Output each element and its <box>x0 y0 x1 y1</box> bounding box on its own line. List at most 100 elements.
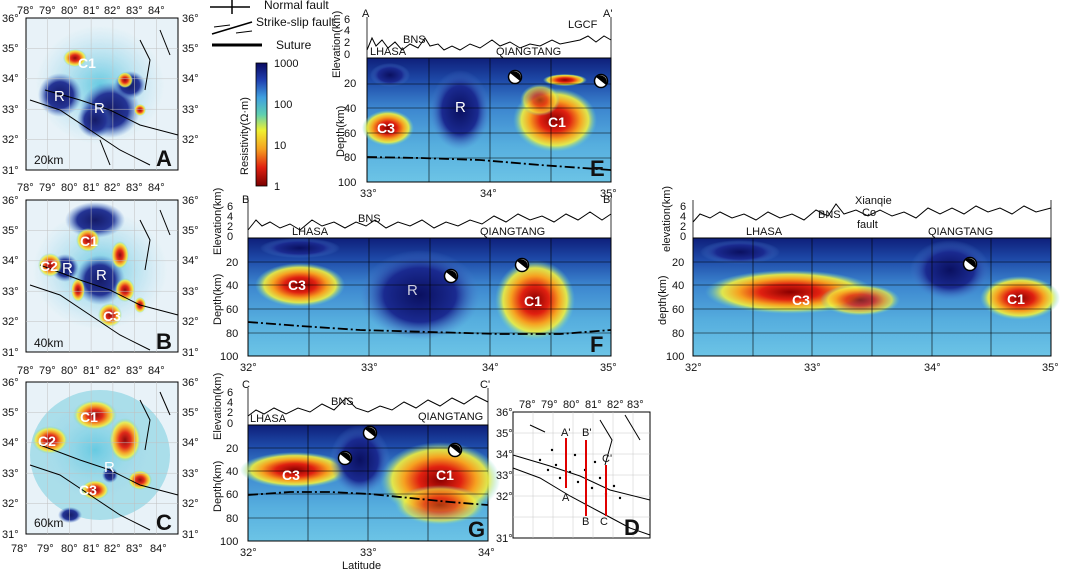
inset-lat-ticks: 36° 35° 34° 33° 32° 31° <box>496 407 513 545</box>
map-b-lat-ticks: 36° 35° 34° 33° 32° 31° 36° 35° 34° 33° … <box>2 195 199 359</box>
map-c-lat-35-right: 35° <box>182 407 199 419</box>
section-e-end: A' <box>603 8 612 20</box>
section-f-elev-0: 0 <box>227 231 233 243</box>
section-f-depth-40: 40 <box>226 280 238 292</box>
map-a: C1 R R 20km A <box>25 17 179 171</box>
map-c-lon-82-top: 82° <box>104 365 121 377</box>
section-e-depth-label: Depth(km) <box>335 106 347 157</box>
inset-profile-c-start: C' <box>602 453 612 465</box>
section-g-depth-100: 100 <box>220 536 238 548</box>
inset-lon-81: 81° <box>585 399 602 411</box>
section-f-depth-label: Depth(km) <box>212 274 224 325</box>
section-g-panel-label: G <box>468 517 485 542</box>
map-a-lon-80: 80° <box>61 5 78 17</box>
section-f-elev-4: 4 <box>227 211 233 223</box>
section-f-terrane-qiangtang: QIANGTANG <box>480 226 545 238</box>
section-g-terrane-lhasa: LHASA <box>250 413 287 425</box>
section-f-end: B' <box>603 194 612 206</box>
section-e-depth-40: 40 <box>344 103 356 115</box>
section-f-anomaly-r: R <box>407 282 418 299</box>
section-h-depth-100: 100 <box>666 351 684 363</box>
section-f-depth-60: 60 <box>226 304 238 316</box>
map-b-lat-36-left: 36° <box>2 195 19 207</box>
map-c-lon-83-top: 83° <box>126 365 143 377</box>
map-b-lon-79: 79° <box>39 182 56 194</box>
beach-ball-icon <box>593 73 609 89</box>
section-h-depth-label: depth(km) <box>657 275 669 325</box>
section-h-elev-6: 6 <box>680 201 686 213</box>
section-e-start: A <box>362 8 370 20</box>
map-b-lat-31-right: 31° <box>182 347 199 359</box>
section-g-depth-40: 40 <box>226 466 238 478</box>
colorbar: 1000 100 10 1 Resistivity(Ω·m) <box>239 58 298 193</box>
map-b-lat-35-left: 35° <box>2 225 19 237</box>
section-g-depth-80: 80 <box>226 513 238 525</box>
legend: Normal fault Strike-slip fault Suture <box>210 0 335 52</box>
map-c: C1 C2 R C3 60km C <box>25 381 179 535</box>
inset-lon-82: 82° <box>607 399 624 411</box>
map-c-label-c2: C2 <box>38 433 56 449</box>
map-a-lon-82: 82° <box>104 5 121 17</box>
map-c-lat-36-right: 36° <box>182 377 199 389</box>
inset-lat-32: 32° <box>496 491 513 503</box>
map-c-lat-34-left: 34° <box>2 437 19 449</box>
section-f-boundary-bns: BNS <box>358 213 381 225</box>
colorbar-tick-1000: 1000 <box>274 58 298 70</box>
colorbar-tick-100: 100 <box>274 99 292 111</box>
section-e-elev-6: 6 <box>344 14 350 26</box>
map-c-lon-78-bottom: 78° <box>11 543 28 555</box>
map-b-lat-34-left: 34° <box>2 255 19 267</box>
section-g-topography <box>247 395 489 417</box>
section-e-depth-80: 80 <box>344 152 356 164</box>
map-c-label-c1: C1 <box>80 409 98 425</box>
section-e-elev-label: Elevation(km) <box>331 11 343 78</box>
inset-panel-label: D <box>624 515 640 540</box>
section-e-elev-2: 2 <box>344 37 350 49</box>
map-c-lon-80-top: 80° <box>61 365 78 377</box>
map-b-lat-33-right: 33° <box>182 286 199 298</box>
map-a-label-c1: C1 <box>78 55 96 71</box>
section-h-topography <box>692 203 1052 223</box>
map-a-lat-35-right: 35° <box>182 43 199 55</box>
map-c-lon-ticks: 78° 79° 80° 81° 82° 83° 84° 78° 79° 80° … <box>11 365 167 555</box>
map-a-lon-ticks: 78° 79° 80° 81° 82° 83° 84° <box>17 5 165 17</box>
section-h-depth-80: 80 <box>672 328 684 340</box>
map-b-lon-81: 81° <box>83 182 100 194</box>
section-h-anomaly-c1: C1 <box>1007 291 1025 307</box>
section-f-panel-label: F <box>590 332 603 357</box>
map-b-lon-ticks: 78° 79° 80° 81° 82° 83° 84° <box>17 182 165 194</box>
section-h-x-35: 35° <box>1042 362 1059 374</box>
beach-ball-icon <box>962 256 978 272</box>
map-b-panel-label: B <box>156 329 172 354</box>
legend-normal-fault: Normal fault <box>264 0 329 12</box>
map-a-depth: 20km <box>34 153 63 167</box>
section-e-depth-60: 60 <box>344 128 356 140</box>
section-g-depth-20: 20 <box>226 443 238 455</box>
section-f-x-35: 35° <box>600 362 617 374</box>
section-g-depth-label: Depth(km) <box>212 461 224 512</box>
section-g: C C' BNS LHASA QIANGTANG 6 4 2 0 20 40 6… <box>212 373 500 571</box>
map-a-label-r2: R <box>94 100 105 117</box>
map-a-lat-34-right: 34° <box>182 73 199 85</box>
section-e-terrane-lhasa: LHASA <box>370 46 407 58</box>
map-a-panel-label: A <box>156 146 172 171</box>
section-g-x-label: Latitude <box>342 560 381 571</box>
section-f-x-34: 34° <box>482 362 499 374</box>
section-e-x-34: 34° <box>480 188 497 200</box>
map-b: C1 C2 R R C3 40km B <box>25 199 179 354</box>
section-h-boundary-xianqie: Xianqie <box>855 195 892 207</box>
section-h-terrane-qiangtang: QIANGTANG <box>928 226 993 238</box>
section-f-elev-2: 2 <box>227 221 233 233</box>
section-e-x-35: 35° <box>600 188 617 200</box>
section-h-x-33: 33° <box>804 362 821 374</box>
map-c-lat-33-right: 33° <box>182 468 199 480</box>
section-f-x-33: 33° <box>361 362 378 374</box>
legend-suture: Suture <box>276 38 312 52</box>
colorbar-gradient <box>255 62 268 187</box>
map-c-label-r: R <box>104 459 115 476</box>
map-b-lat-35-right: 35° <box>182 225 199 237</box>
section-h-depth-60: 60 <box>672 304 684 316</box>
section-g-start: C <box>242 379 250 391</box>
beach-ball-icon <box>507 69 523 85</box>
map-b-label-r1: R <box>62 260 73 277</box>
